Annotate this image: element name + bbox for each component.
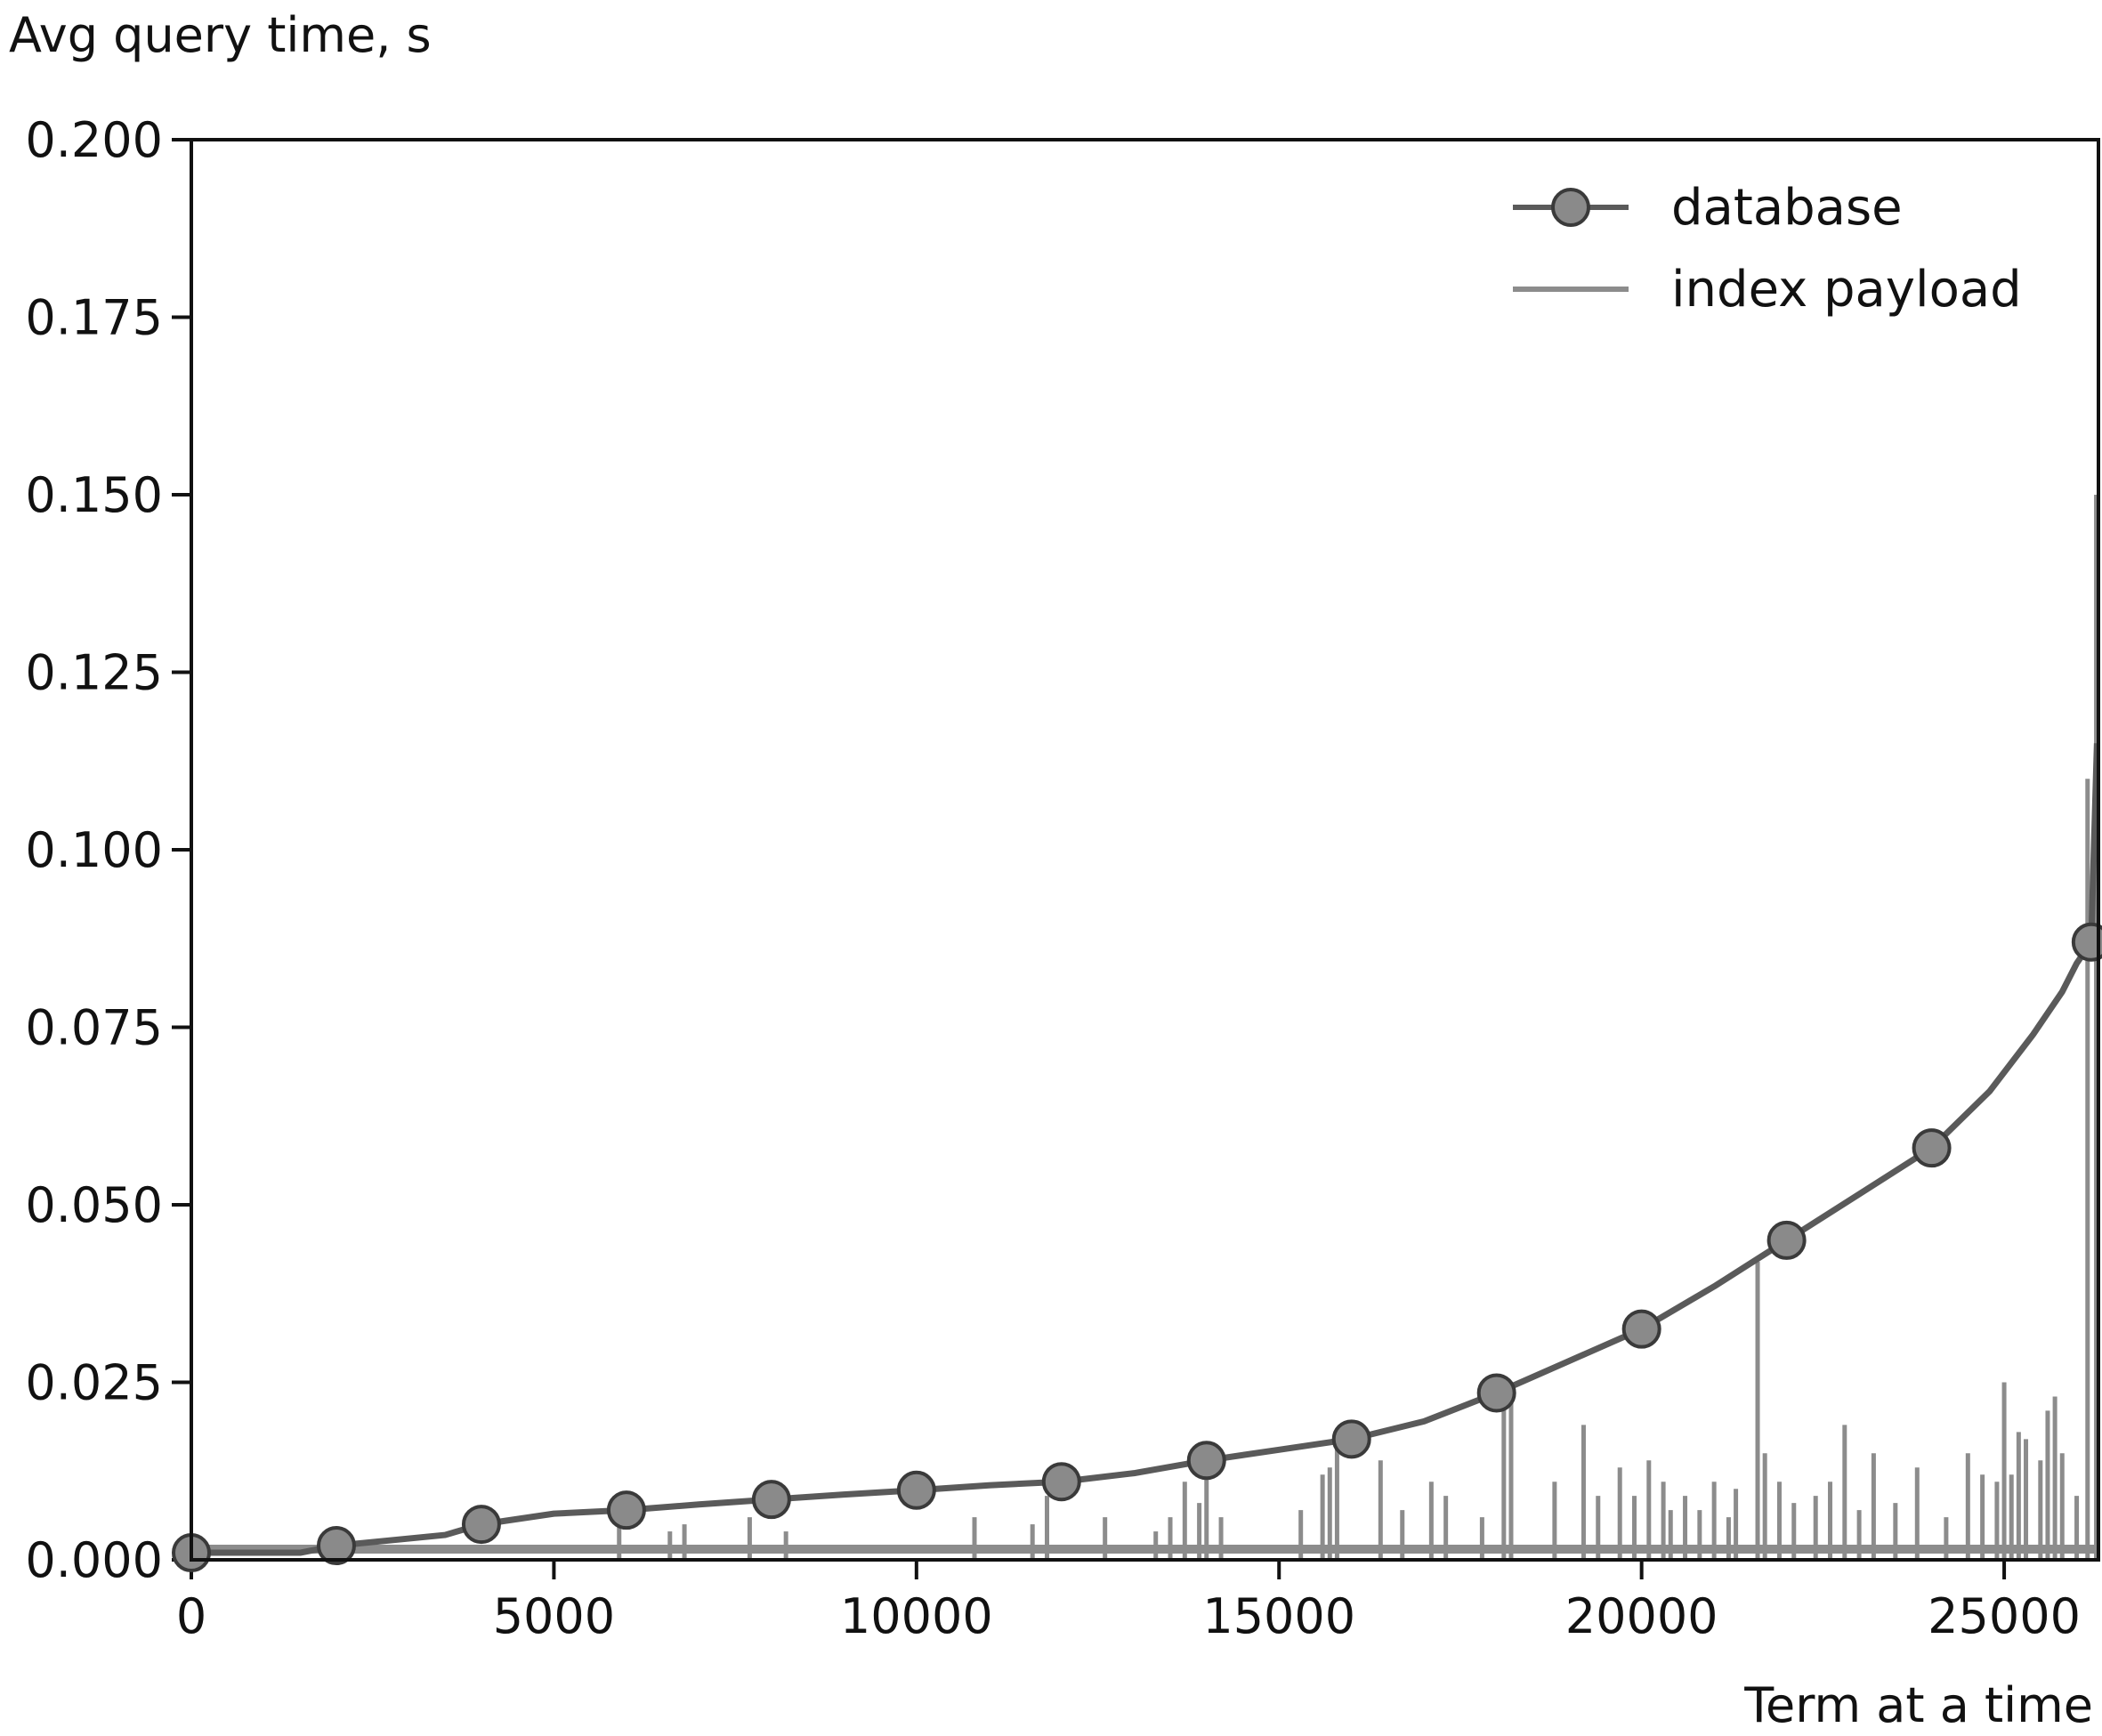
plot-area: [172, 495, 2102, 1573]
y-tick-label: 0.075: [25, 1000, 163, 1056]
series-index-payload: [191, 495, 2099, 1560]
database-point: [606, 1490, 646, 1530]
database-point: [461, 1505, 501, 1545]
y-axis-title: Avg query time, s: [9, 7, 432, 63]
y-tick-label: 0.200: [25, 112, 163, 168]
x-axis: 0 5000 10000 15000 20000 25000: [176, 1560, 2081, 1644]
y-tick-label: 0.125: [25, 645, 163, 701]
y-tick-label: 0.050: [25, 1177, 163, 1233]
x-tick-label: 0: [176, 1588, 206, 1644]
legend-label-database: database: [1671, 179, 1903, 237]
database-point: [1476, 1373, 1516, 1413]
database-point: [1331, 1419, 1371, 1459]
legend-item-index-payload: index payload: [1513, 261, 2022, 319]
y-axis: 0.000 0.025 0.050 0.075 0.100 0.125 0.150 0.175…: [25, 112, 191, 1588]
database-point: [2071, 922, 2102, 962]
database-point: [1041, 1462, 1081, 1502]
database-point: [896, 1470, 936, 1510]
y-tick-label: 0.150: [25, 467, 163, 523]
legend-database-marker: [1551, 188, 1590, 227]
x-tick-label: 25000: [1928, 1588, 2081, 1644]
series-database: [172, 743, 2102, 1573]
x-axis-title: Term at a time: [1743, 1677, 2093, 1733]
y-tick-label: 0.175: [25, 290, 163, 346]
legend: database index payload: [1513, 179, 2022, 319]
y-tick-label: 0.000: [25, 1532, 163, 1588]
database-point: [1621, 1309, 1661, 1349]
plot-frame: [190, 138, 2100, 1562]
database-line: [191, 743, 2100, 1556]
legend-item-database: database: [1513, 179, 1903, 237]
y-tick-label: 0.100: [25, 822, 163, 878]
x-tick-label: 5000: [493, 1588, 615, 1644]
database-point: [1912, 1128, 1952, 1168]
database-point: [316, 1526, 356, 1566]
x-tick-label: 10000: [840, 1588, 993, 1644]
legend-label-index-payload: index payload: [1671, 261, 2022, 319]
y-tick-label: 0.025: [25, 1355, 163, 1411]
database-point: [751, 1480, 791, 1520]
database-point: [1186, 1441, 1226, 1481]
database-point: [1766, 1220, 1807, 1260]
x-tick-label: 15000: [1202, 1588, 1355, 1644]
x-tick-label: 20000: [1565, 1588, 1718, 1644]
